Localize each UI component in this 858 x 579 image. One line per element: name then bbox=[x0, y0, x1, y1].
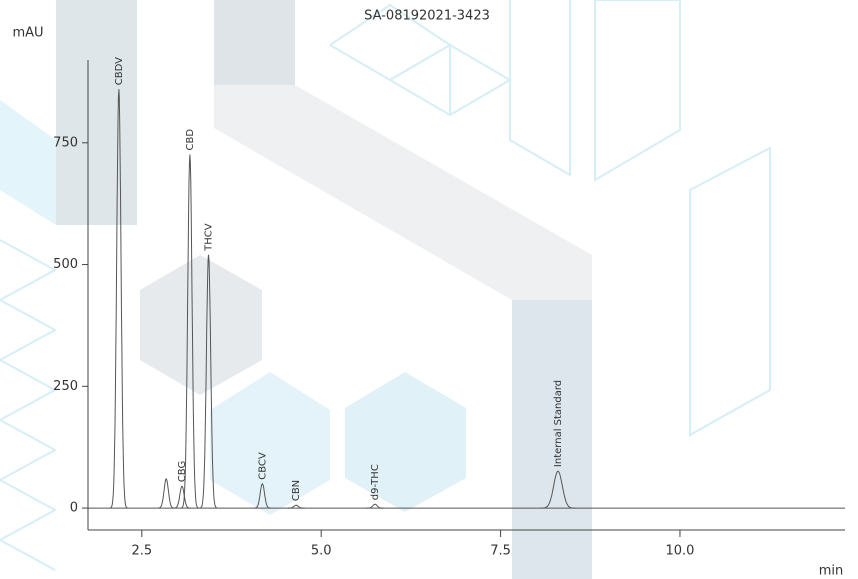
y-tick-label: 250 bbox=[53, 379, 78, 394]
y-tick-label: 750 bbox=[53, 135, 78, 150]
peak-label: d9-THC bbox=[370, 464, 381, 500]
y-tick-label: 0 bbox=[70, 501, 78, 516]
x-tick-label: 5.0 bbox=[311, 544, 332, 559]
x-tick-label: 7.5 bbox=[490, 544, 511, 559]
background-decoration bbox=[0, 0, 771, 579]
peak-label: CBG bbox=[177, 461, 188, 482]
peak bbox=[181, 154, 199, 509]
peak bbox=[110, 89, 128, 509]
peak bbox=[157, 478, 175, 509]
peak-label: CBCV bbox=[257, 452, 268, 480]
peak bbox=[366, 503, 384, 509]
peak bbox=[253, 482, 271, 509]
x-tick-label: 2.5 bbox=[131, 544, 152, 559]
x-tick-label: 10.0 bbox=[665, 544, 694, 559]
peak-label: Internal Standard bbox=[553, 380, 564, 467]
peak-label: CBDV bbox=[114, 57, 125, 85]
peak-label: CBD bbox=[185, 129, 196, 151]
peak bbox=[199, 254, 218, 509]
peak bbox=[540, 470, 576, 509]
y-axis-label: mAU bbox=[12, 26, 43, 41]
peak bbox=[173, 485, 191, 509]
peak-label: CBN bbox=[291, 480, 302, 501]
peak bbox=[287, 504, 305, 509]
chart-title: SA-08192021-3423 bbox=[364, 9, 490, 24]
y-tick-label: 500 bbox=[53, 257, 78, 272]
x-axis-label: min bbox=[819, 564, 844, 579]
peak-label: THCV bbox=[204, 223, 215, 252]
